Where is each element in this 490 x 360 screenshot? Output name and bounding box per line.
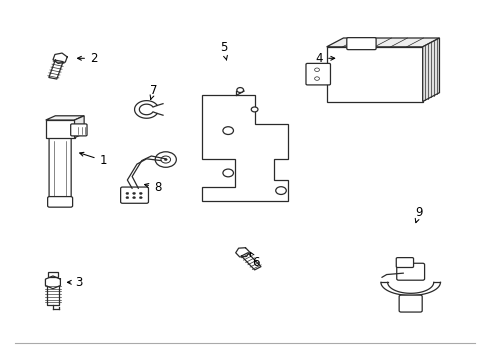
Circle shape [223,169,233,177]
Circle shape [276,187,286,194]
Text: 6: 6 [250,252,260,269]
Circle shape [126,192,129,194]
Text: 7: 7 [150,84,157,99]
Circle shape [237,87,244,93]
FancyBboxPatch shape [49,136,71,201]
FancyBboxPatch shape [48,197,73,207]
Text: 3: 3 [68,276,83,289]
Circle shape [164,158,167,161]
Circle shape [315,68,319,72]
FancyBboxPatch shape [306,63,330,85]
Polygon shape [74,116,84,138]
Text: 4: 4 [316,52,335,65]
Polygon shape [135,101,157,118]
Text: 9: 9 [415,206,423,222]
Text: 8: 8 [145,181,161,194]
Circle shape [139,192,142,194]
Circle shape [133,197,136,199]
FancyBboxPatch shape [347,38,376,50]
Text: 2: 2 [77,52,98,65]
Circle shape [315,77,319,80]
Text: 1: 1 [80,152,107,167]
Circle shape [251,107,258,112]
FancyBboxPatch shape [399,295,422,312]
FancyBboxPatch shape [121,187,148,203]
FancyBboxPatch shape [71,124,87,136]
Polygon shape [46,116,84,120]
Polygon shape [327,38,440,47]
FancyBboxPatch shape [397,263,425,280]
Polygon shape [202,95,288,201]
Circle shape [133,192,136,194]
Bar [327,47,423,102]
Bar [48,272,58,277]
Circle shape [126,197,129,199]
Circle shape [161,156,171,163]
Polygon shape [46,120,74,138]
FancyBboxPatch shape [396,258,414,267]
Circle shape [155,152,176,167]
Circle shape [223,127,233,135]
Text: 5: 5 [220,41,227,60]
Circle shape [139,197,142,199]
Polygon shape [423,38,440,102]
